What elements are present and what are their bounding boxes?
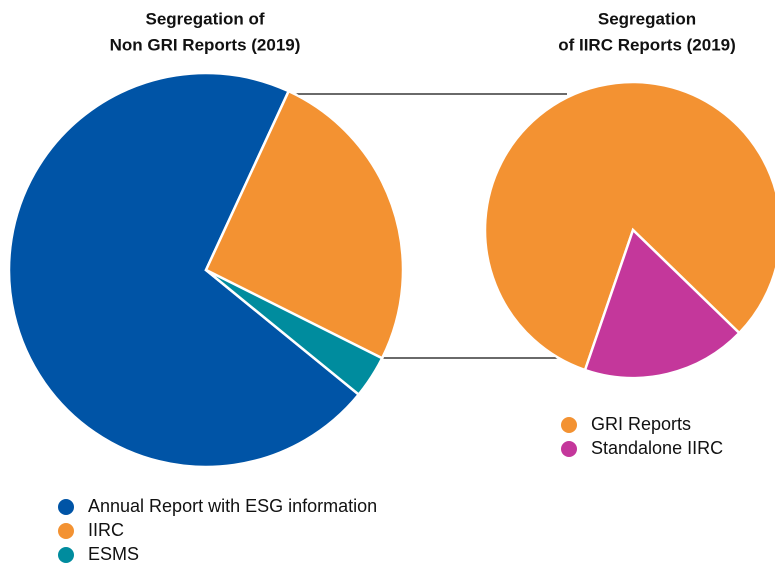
legend-marker [58, 523, 74, 539]
pie-slice [583, 227, 742, 380]
legend-label: ESMS [88, 544, 139, 564]
legend-label: Standalone IIRC [591, 438, 723, 458]
legend-label: GRI Reports [591, 414, 691, 434]
legend-marker [58, 547, 74, 563]
pie-slice [483, 80, 775, 372]
pie-slice [204, 89, 405, 360]
pie-slice [205, 268, 384, 397]
legend-label: IIRC [88, 520, 124, 540]
pie-slice [7, 71, 361, 469]
chart-title: Segregation of [145, 9, 264, 28]
chart-title: Non GRI Reports (2019) [110, 35, 301, 54]
chart-title: of IIRC Reports (2019) [558, 35, 736, 54]
legend-label: Annual Report with ESG information [88, 496, 377, 516]
chart-title: Segregation [598, 9, 696, 28]
legend-marker [58, 499, 74, 515]
legend-marker [561, 417, 577, 433]
legend-marker [561, 441, 577, 457]
